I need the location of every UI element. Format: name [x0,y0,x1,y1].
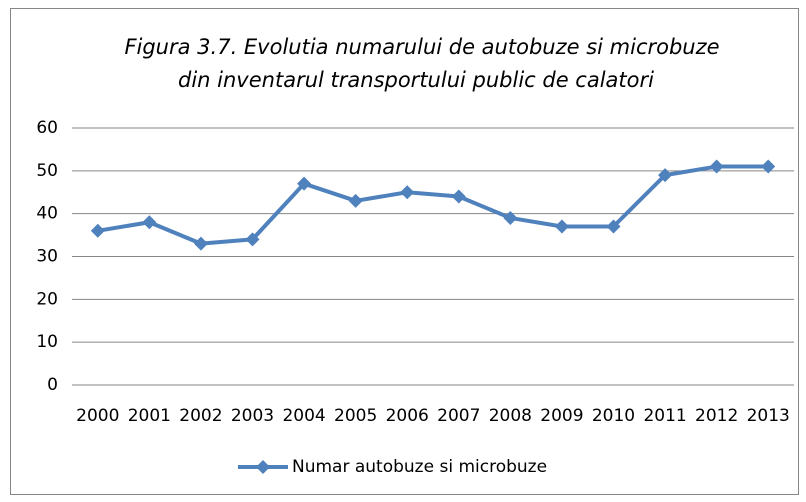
x-tick-label: 2011 [643,406,686,426]
x-tick-label: 2007 [437,406,480,426]
x-tick-label: 2002 [179,406,222,426]
x-tick-label: 2009 [540,406,583,426]
data-point [400,185,415,200]
data-point [90,223,105,238]
data-point [245,232,260,247]
x-tick-label: 2003 [231,406,274,426]
x-tick-label: 2005 [334,406,377,426]
data-point [503,210,518,225]
x-tick-label: 2013 [747,406,790,426]
data-point [348,193,363,208]
data-point [297,176,312,191]
legend-label: Numar autobuze si microbuze [292,457,547,477]
data-point [761,159,776,174]
chart-border [10,8,799,495]
legend-marker [256,460,270,474]
chart-title: Figura 3.7. Evolutia numarului de autobu… [124,35,719,59]
data-point [193,236,208,251]
y-tick-label: 30 [36,247,58,267]
data-line [97,164,769,246]
y-tick-label: 10 [36,332,58,352]
data-point [606,219,621,234]
data-point [658,168,673,183]
x-tick-label: 2012 [695,406,738,426]
y-tick-label: 40 [36,204,58,224]
y-tick-label: 0 [47,375,58,395]
data-point [142,215,157,230]
chart-title: din inventarul transportului public de c… [178,68,654,92]
y-tick-label: 50 [36,161,58,181]
data-point [709,159,724,174]
x-tick-label: 2006 [386,406,429,426]
x-tick-label: 2001 [128,406,171,426]
x-tick-label: 2000 [76,406,119,426]
x-tick-label: 2008 [489,406,532,426]
x-tick-label: 2004 [282,406,325,426]
data-point [554,219,569,234]
y-tick-label: 20 [36,289,58,309]
data-point [451,189,466,204]
y-tick-label: 60 [36,118,58,138]
x-tick-label: 2010 [592,406,635,426]
